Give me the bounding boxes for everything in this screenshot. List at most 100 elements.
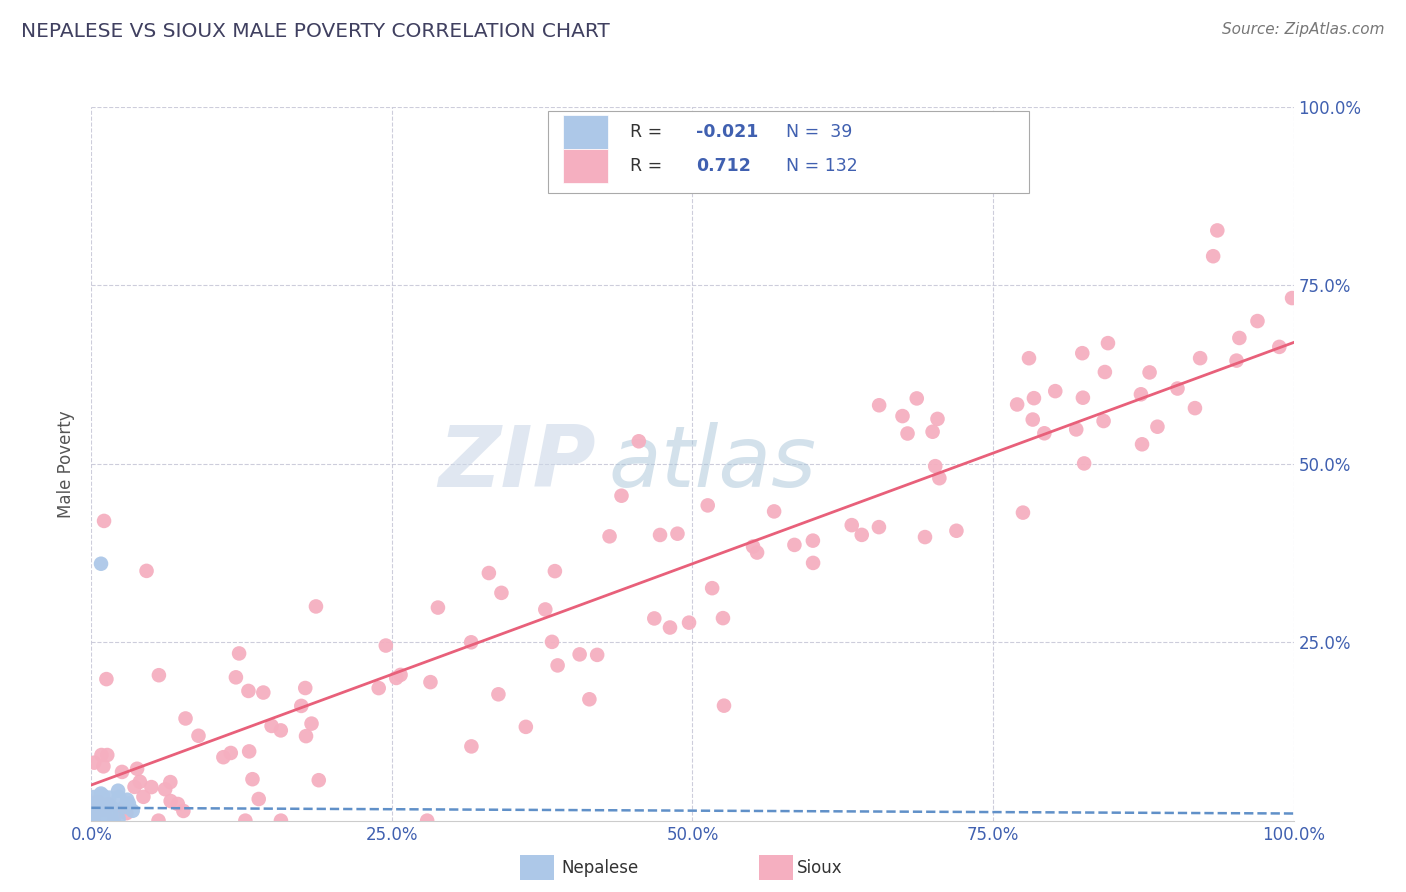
Point xyxy=(1184,401,1206,416)
Point xyxy=(148,814,170,828)
Point xyxy=(426,600,449,615)
Point xyxy=(260,719,283,733)
Point xyxy=(294,681,316,695)
Point xyxy=(927,412,949,426)
Text: R =: R = xyxy=(630,123,668,141)
Text: 0.712: 0.712 xyxy=(696,157,751,175)
Point xyxy=(89,804,111,818)
Point xyxy=(627,434,650,449)
Point xyxy=(290,698,312,713)
Point xyxy=(124,780,146,794)
Point xyxy=(108,790,131,805)
Point xyxy=(98,790,121,805)
Point xyxy=(83,807,105,822)
Text: NEPALESE VS SIOUX MALE POVERTY CORRELATION CHART: NEPALESE VS SIOUX MALE POVERTY CORRELATI… xyxy=(21,22,610,41)
Point xyxy=(1033,426,1056,441)
Point xyxy=(90,804,112,818)
Point xyxy=(247,792,270,806)
Point xyxy=(374,639,396,653)
Point xyxy=(80,809,103,823)
Point xyxy=(541,635,564,649)
Point xyxy=(1227,331,1250,345)
Point xyxy=(1022,412,1045,426)
Point xyxy=(1139,366,1161,380)
Point xyxy=(108,805,131,819)
Point xyxy=(83,756,105,770)
Point xyxy=(460,635,482,649)
Point xyxy=(97,797,120,811)
Y-axis label: Male Poverty: Male Poverty xyxy=(58,410,76,517)
Point xyxy=(419,675,441,690)
Point xyxy=(93,809,115,823)
Point xyxy=(148,668,170,682)
Point xyxy=(91,805,114,820)
Point xyxy=(515,720,537,734)
Point xyxy=(301,716,323,731)
Point xyxy=(711,611,734,625)
Point xyxy=(242,772,264,787)
Point xyxy=(153,782,176,797)
Point xyxy=(219,746,242,760)
Point xyxy=(159,794,181,808)
Point xyxy=(924,459,946,474)
Point xyxy=(89,801,111,815)
Point xyxy=(107,783,129,797)
Point xyxy=(89,802,111,816)
Text: -0.021: -0.021 xyxy=(696,123,758,141)
Point xyxy=(90,787,112,801)
Point xyxy=(801,556,824,570)
Point xyxy=(1045,384,1067,398)
Point xyxy=(111,764,134,779)
Point xyxy=(1022,391,1045,405)
Point xyxy=(841,518,863,533)
Point xyxy=(252,685,274,699)
Point xyxy=(90,557,112,571)
Point xyxy=(1071,346,1094,360)
Point xyxy=(86,805,108,819)
Point xyxy=(868,520,890,534)
Point xyxy=(416,814,439,828)
Point xyxy=(801,533,824,548)
Point xyxy=(187,729,209,743)
Point xyxy=(1092,414,1115,428)
Point xyxy=(115,806,138,821)
Point xyxy=(586,648,609,662)
Point xyxy=(103,814,125,828)
Point xyxy=(745,545,768,559)
Point xyxy=(93,805,115,819)
Point xyxy=(121,804,143,818)
Point xyxy=(478,566,501,580)
Point xyxy=(568,648,591,662)
Point xyxy=(87,795,110,809)
FancyBboxPatch shape xyxy=(562,115,609,149)
Point xyxy=(491,586,513,600)
Point xyxy=(174,711,197,725)
FancyBboxPatch shape xyxy=(548,111,1029,193)
Point xyxy=(93,759,115,773)
Point xyxy=(868,398,890,412)
Point xyxy=(118,797,141,811)
Point xyxy=(1018,351,1040,366)
Point xyxy=(166,797,188,811)
Point xyxy=(82,803,104,817)
Point xyxy=(83,814,105,828)
Point xyxy=(98,798,121,813)
Point xyxy=(1225,353,1247,368)
Point xyxy=(1097,336,1119,351)
Point xyxy=(93,810,115,824)
Point xyxy=(91,789,114,803)
Point xyxy=(945,524,967,538)
Point xyxy=(1129,387,1152,401)
Point xyxy=(82,813,104,827)
Point xyxy=(100,802,122,816)
Point xyxy=(100,801,122,815)
Point xyxy=(534,602,557,616)
Text: atlas: atlas xyxy=(609,422,817,506)
Point xyxy=(238,744,260,758)
Point xyxy=(89,804,111,818)
Text: R =: R = xyxy=(630,157,673,175)
Point xyxy=(93,799,115,814)
Point xyxy=(678,615,700,630)
Point xyxy=(702,581,724,595)
Point xyxy=(308,773,330,788)
